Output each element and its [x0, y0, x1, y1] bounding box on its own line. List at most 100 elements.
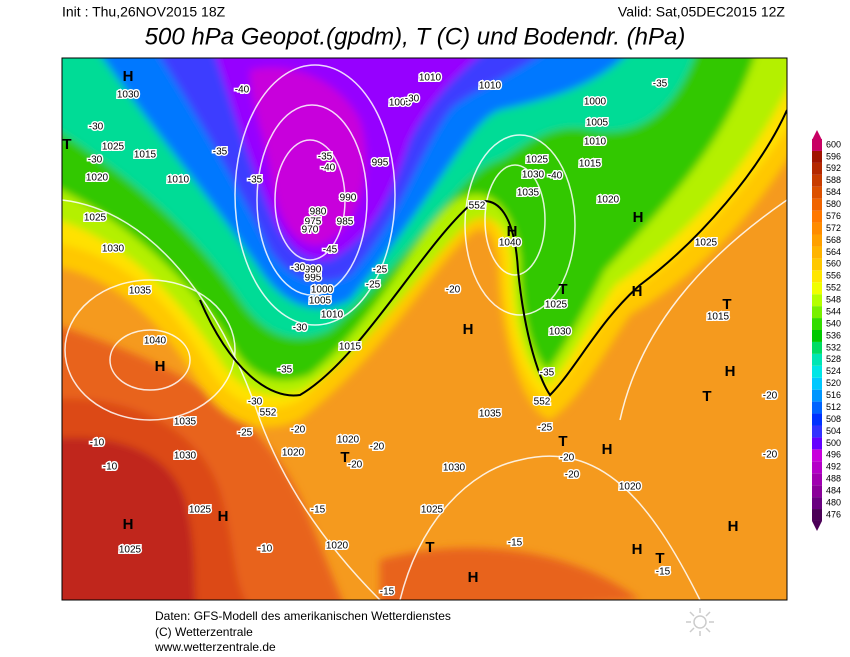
- sun-icon: [686, 608, 714, 636]
- pressure-center: T: [340, 449, 349, 466]
- contour-label: -20: [763, 391, 778, 402]
- colorbar-label: 512: [826, 402, 841, 412]
- contour-label: 1025: [84, 213, 107, 224]
- contour-label: 1025: [421, 505, 444, 516]
- contour-label: 1025: [119, 545, 142, 556]
- contour-label: 970: [302, 225, 319, 236]
- colorbar-cell: [812, 246, 822, 259]
- colorbar-cell: [812, 330, 822, 342]
- colorbar-cell: [812, 150, 822, 163]
- contour-label: 1010: [321, 310, 344, 321]
- contour-label: -35: [653, 79, 668, 90]
- contour-label: 1020: [619, 482, 642, 493]
- contour-label: -10: [258, 544, 273, 555]
- contour-label: -30: [405, 94, 420, 105]
- colorbar-cell: [812, 341, 822, 354]
- contour-label: -15: [656, 567, 671, 578]
- contour-label: -20: [370, 442, 385, 453]
- colorbar-cell: [812, 186, 822, 199]
- pressure-center: T: [722, 296, 731, 313]
- colorbar-cell: [812, 449, 822, 462]
- contour-label: 1025: [102, 142, 125, 153]
- contour-label: 1035: [517, 188, 540, 199]
- contour-label: 1030: [117, 90, 140, 101]
- colorbar-label: 596: [826, 151, 841, 161]
- contour-label: 1010: [167, 175, 190, 186]
- contour-label: 1025: [526, 155, 549, 166]
- colorbar-cell: [812, 377, 822, 390]
- contour-label: -25: [238, 428, 253, 439]
- contour-label: 1040: [499, 238, 522, 249]
- colorbar-label: 540: [826, 318, 841, 328]
- pressure-center: H: [218, 508, 229, 525]
- pressure-center: H: [602, 441, 613, 458]
- contour-label: -20: [560, 453, 575, 464]
- contour-label: 1025: [695, 238, 718, 249]
- contour-label: 1030: [102, 244, 125, 255]
- colorbar-label: 508: [826, 414, 841, 424]
- colorbar-label: 492: [826, 462, 841, 472]
- colorbar-label: 584: [826, 187, 841, 197]
- footer-line: www.wetterzentrale.de: [154, 640, 276, 654]
- contour-label: -35: [213, 147, 228, 158]
- colorbar-cell: [812, 162, 822, 175]
- contour-label: -20: [446, 285, 461, 296]
- colorbar-label: 552: [826, 283, 841, 293]
- colorbar-label: 564: [826, 247, 841, 257]
- colorbar-label: 592: [826, 163, 841, 173]
- contour-label: -15: [508, 538, 523, 549]
- contour-label: -30: [291, 263, 306, 274]
- contour-label: 990: [340, 193, 357, 204]
- pressure-center: T: [558, 281, 567, 298]
- colorbar-cell: [812, 365, 822, 378]
- contour-label: 1010: [419, 73, 442, 84]
- contour-label: 1035: [479, 409, 502, 420]
- contour-label: 980: [310, 207, 327, 218]
- colorbar-cell: [812, 485, 822, 498]
- contour-label: 1030: [174, 451, 197, 462]
- contour-label: 1030: [522, 170, 545, 181]
- contour-label: 1035: [174, 417, 197, 428]
- colorbar-cell: [812, 497, 822, 510]
- contour-label: -15: [380, 587, 395, 598]
- contour-label: -25: [538, 423, 553, 434]
- contour-label: -20: [565, 470, 580, 481]
- contour-label: 1005: [389, 98, 412, 109]
- contour-label: -20: [763, 450, 778, 461]
- colorbar-label: 588: [826, 175, 841, 185]
- contour-label: -35: [278, 365, 293, 376]
- contour-label: 552: [260, 408, 277, 419]
- init-time: Init : Thu,26NOV2015 18Z: [62, 4, 226, 20]
- colorbar-cell: [812, 461, 822, 474]
- pressure-center: H: [728, 518, 739, 535]
- colorbar-cell: [812, 210, 822, 223]
- colorbar-label: 536: [826, 330, 841, 340]
- colorbar-cell: [812, 294, 822, 307]
- contour-label: 1005: [309, 296, 332, 307]
- colorbar-cell: [812, 234, 822, 247]
- pressure-center: H: [468, 569, 479, 586]
- footer-line: Daten: GFS-Modell des amerikanischen Wet…: [155, 609, 451, 623]
- contour-label: -10: [90, 438, 105, 449]
- map-title: 500 hPa Geopot.(gpdm), T (C) und Bodendr…: [145, 23, 686, 50]
- contour-label: -40: [235, 85, 250, 96]
- contour-label: 1035: [129, 286, 152, 297]
- colorbar-label: 600: [826, 139, 841, 149]
- pressure-center: H: [725, 363, 736, 380]
- pressure-center: H: [632, 283, 643, 300]
- map-frame: [61, 57, 788, 601]
- contour-label: -25: [373, 265, 388, 276]
- colorbar-cell: [812, 353, 822, 366]
- colorbar-cell: [812, 401, 822, 414]
- colorbar-cell: [812, 306, 822, 319]
- colorbar-label: 580: [826, 199, 841, 209]
- contour-label: 1040: [144, 336, 167, 347]
- colorbar-cell: [812, 473, 822, 486]
- colorbar-label: 568: [826, 235, 841, 245]
- contour-label: -20: [348, 460, 363, 471]
- pressure-center: H: [632, 541, 643, 558]
- contour-label: 1030: [443, 463, 466, 474]
- contour-label: 1025: [545, 300, 568, 311]
